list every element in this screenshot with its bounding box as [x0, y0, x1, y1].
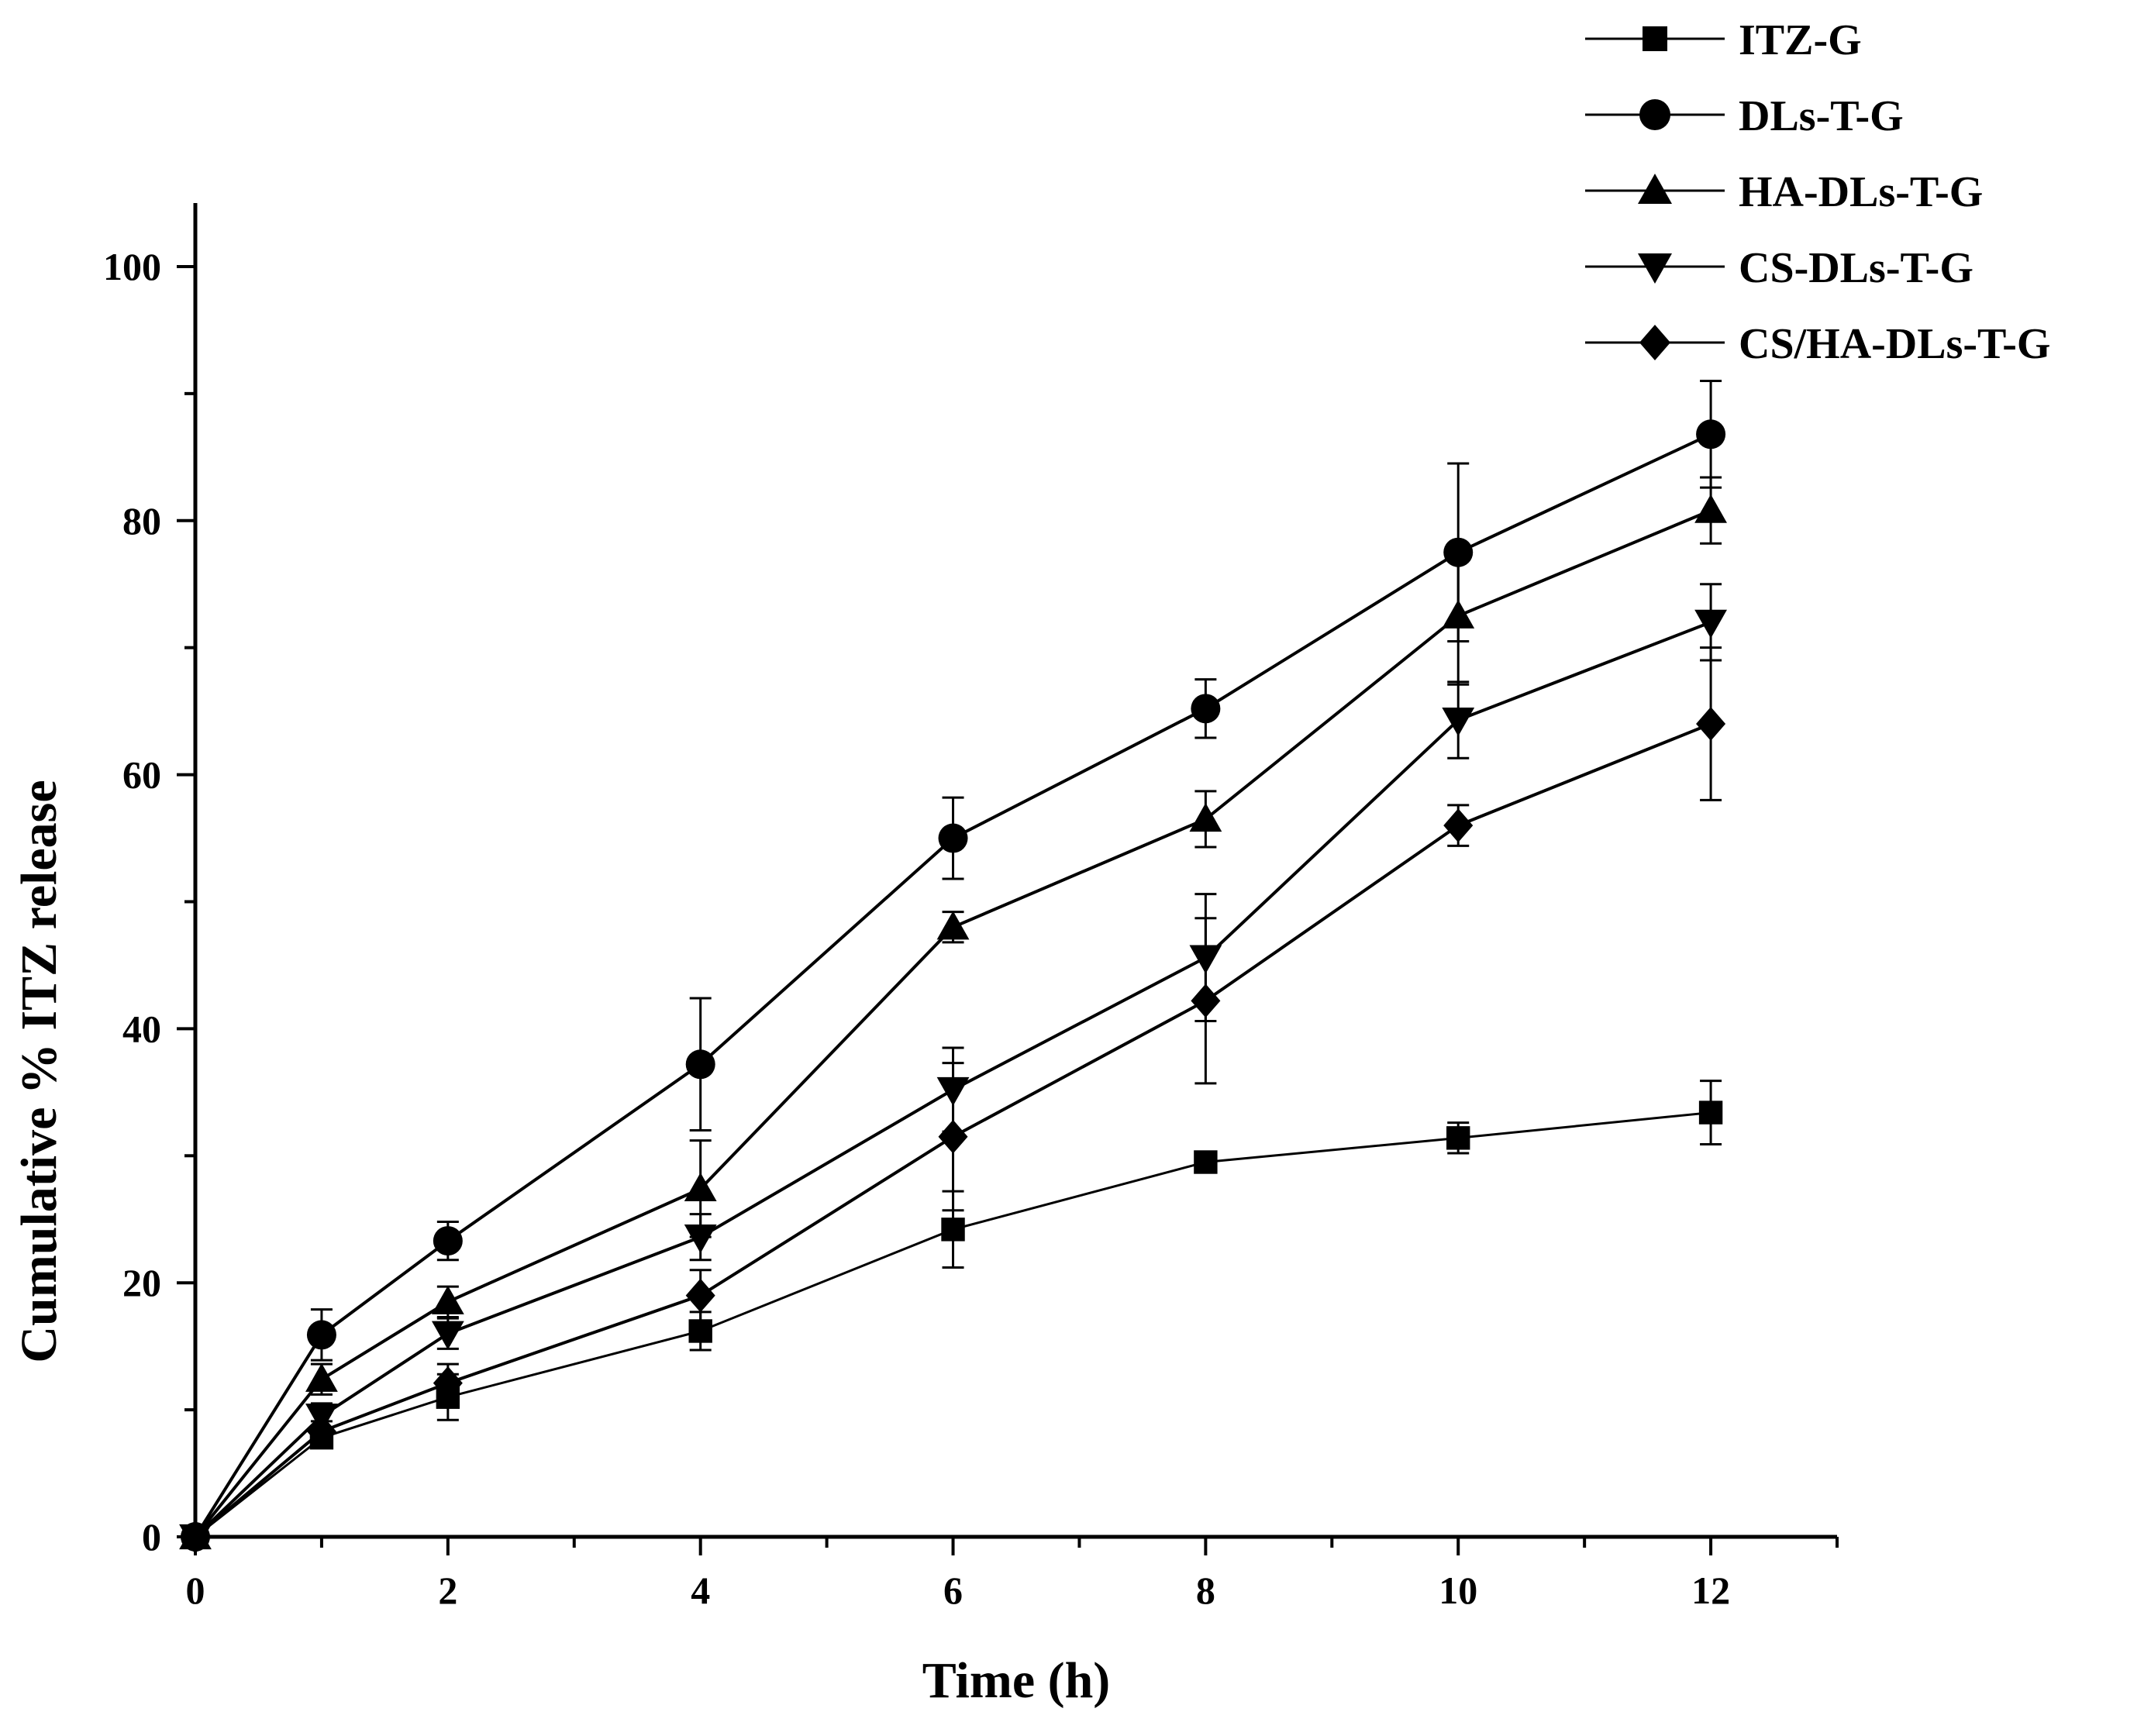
data-point [1694, 610, 1727, 639]
data-point [1699, 1100, 1722, 1124]
data-point [1696, 707, 1725, 741]
legend-entry: DLs-T-G [1585, 92, 1904, 140]
data-point [1194, 1150, 1217, 1173]
series-line [195, 511, 1711, 1537]
data-point [939, 1120, 968, 1154]
x-tick-label: 6 [943, 1569, 963, 1612]
y-tick-label: 60 [122, 753, 161, 797]
data-point [688, 1319, 712, 1342]
series-line [195, 434, 1711, 1537]
plot-area [179, 381, 1727, 1553]
x-tick-label: 12 [1691, 1569, 1730, 1612]
legend-label: CS/HA-DLs-T-G [1739, 320, 2050, 368]
y-tick-label: 0 [142, 1515, 161, 1559]
x-tick-label: 8 [1196, 1569, 1215, 1612]
release-chart: 0 2 4 6 8 10 12 0 20 40 60 80 100 Time (h) Cumulativ… [0, 0, 2151, 1736]
legend: ITZ-G DLs-T-G HA-DLs-T-G CS-DLs-T-G CS/HA-DL… [1585, 16, 2050, 368]
legend-label: ITZ-G [1739, 16, 1862, 64]
data-point [1189, 803, 1222, 832]
legend-label: DLs-T-G [1739, 92, 1904, 140]
series-dls-t-g [181, 381, 1725, 1552]
data-point [939, 824, 968, 853]
data-point [1694, 494, 1727, 523]
data-point [433, 1226, 463, 1256]
x-tick-label: 4 [691, 1569, 710, 1612]
data-point [305, 1363, 338, 1392]
y-tick-label: 20 [122, 1261, 161, 1304]
x-tick-label: 0 [186, 1569, 205, 1612]
x-tick-label: 2 [438, 1569, 457, 1612]
y-tick-label: 100 [103, 245, 161, 288]
legend-entry: HA-DLs-T-G [1585, 168, 1983, 216]
y-tick-label: 80 [122, 499, 161, 542]
data-point [1446, 1126, 1470, 1149]
data-point [686, 1279, 715, 1313]
data-point [1191, 983, 1220, 1018]
legend-marker [1638, 174, 1672, 204]
y-axis-title: Cumulative % ITZ release [11, 780, 67, 1362]
data-point [1696, 419, 1725, 449]
legend-marker [1639, 99, 1670, 130]
legend-label: CS-DLs-T-G [1739, 244, 1973, 292]
data-point [941, 1218, 964, 1241]
data-point [686, 1049, 715, 1079]
data-point [1442, 600, 1474, 629]
series-cs-ha-dls-t-g [181, 648, 1725, 1554]
legend-marker [1639, 325, 1670, 360]
data-point [937, 911, 970, 939]
y-tick-label: 40 [122, 1007, 161, 1050]
legend-entry: ITZ-G [1585, 16, 1862, 64]
data-point [1191, 694, 1220, 723]
x-tick-label: 10 [1439, 1569, 1477, 1612]
axes: 0 2 4 6 8 10 12 0 20 40 60 80 100 [103, 203, 1837, 1612]
data-point [684, 1224, 717, 1253]
legend-entry: CS-DLs-T-G [1585, 244, 1973, 292]
legend-marker [1638, 253, 1672, 284]
data-point [432, 1286, 464, 1314]
legend-marker [1643, 26, 1667, 51]
legend-entry: CS/HA-DLs-T-G [1585, 320, 2050, 368]
x-axis-title: Time (h) [922, 1652, 1111, 1709]
data-point [1443, 808, 1473, 842]
data-point [307, 1320, 336, 1349]
series-ha-dls-t-g [179, 477, 1727, 1549]
legend-label: HA-DLs-T-G [1739, 168, 1983, 216]
data-point [432, 1321, 464, 1350]
